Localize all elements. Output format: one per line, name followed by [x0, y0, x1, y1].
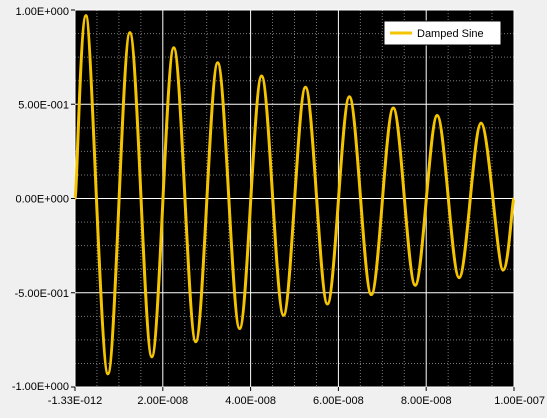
x-tick-label: 6.00E-008 — [313, 395, 364, 407]
y-axis-ticks: 1.00E+000 5.00E-001 0.00E+000 -5.00E-001 -1.… — [12, 6, 75, 393]
x-tick-label: 1.00E-007 — [494, 395, 545, 407]
y-tick-label: -1.00E+000 — [12, 381, 69, 393]
x-axis-ticks: -1.33E-012 2.00E-008 4.00E-008 6.00E-008 8.0… — [48, 387, 545, 407]
series-layer — [73, 14, 516, 376]
y-tick-label: 0.00E+000 — [15, 194, 69, 206]
y-tick-label: -5.00E-001 — [15, 288, 69, 300]
x-tick-label: -1.33E-012 — [48, 395, 102, 407]
minor-grid — [75, 10, 514, 387]
x-tick-label: 4.00E-008 — [225, 395, 276, 407]
y-tick-label: 5.00E-001 — [18, 99, 69, 111]
legend-label-damped-sine: Damped Sine — [417, 28, 484, 40]
y-tick-label: 1.00E+000 — [15, 6, 69, 18]
x-tick-label: 8.00E-008 — [401, 395, 452, 407]
legend: Damped Sine — [383, 20, 502, 46]
x-tick-label: 2.00E-008 — [137, 395, 188, 407]
series-line-damped-sine — [73, 14, 516, 376]
